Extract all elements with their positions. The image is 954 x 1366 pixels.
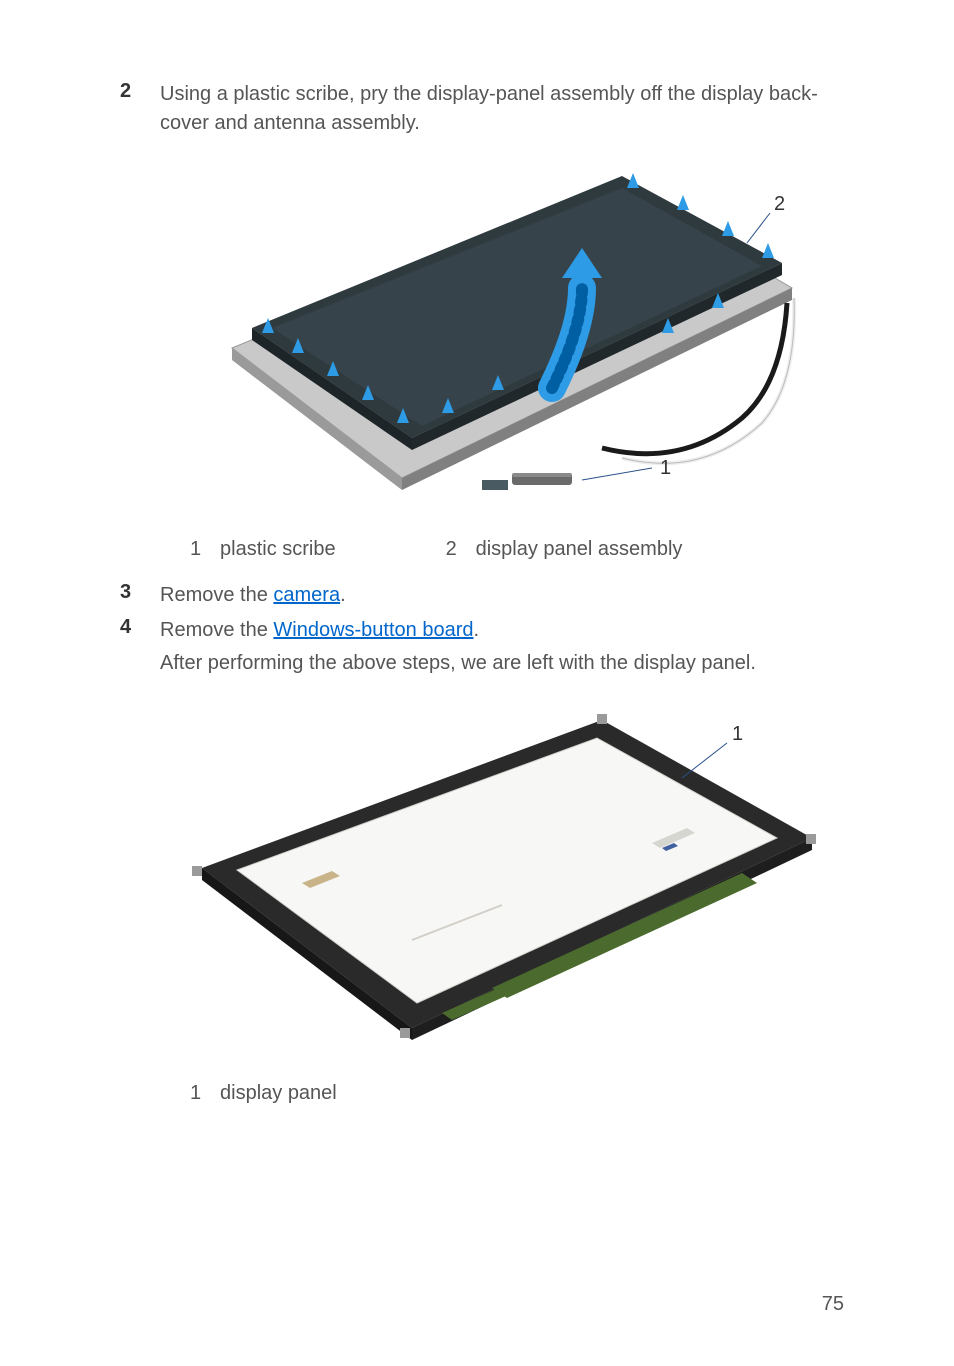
step-number: 3 <box>120 581 160 610</box>
figure-2-svg: 1 <box>182 698 822 1058</box>
figure-1-svg: 1 2 <box>182 158 822 518</box>
step-3-prefix: Remove the <box>160 584 273 606</box>
step-3-suffix: . <box>340 584 346 606</box>
step-number: 2 <box>120 80 160 138</box>
legend2-num-1: 1 <box>190 1082 220 1105</box>
page-number: 75 <box>822 1293 844 1316</box>
legend1-label-2: display panel assembly <box>476 538 683 561</box>
figure-2-legend: 1 display panel <box>190 1082 844 1105</box>
step-text: Using a plastic scribe, pry the display-… <box>160 80 844 138</box>
step-body: Remove the Windows-button board. After p… <box>160 616 844 678</box>
legend1-label-1: plastic scribe <box>220 538 336 561</box>
step-4-after: After performing the above steps, we are… <box>160 649 844 678</box>
step-3: 3 Remove the camera. <box>120 581 844 610</box>
figure-display-panel: 1 <box>160 698 844 1058</box>
figure-display-panel-pry: 1 2 <box>160 158 844 518</box>
figure-1-legend: 1 plastic scribe 2 display panel assembl… <box>190 538 844 561</box>
figure1-callout-1: 1 <box>660 457 671 479</box>
legend2-label-1: display panel <box>220 1082 337 1105</box>
windows-button-board-link[interactable]: Windows-button board <box>273 619 473 641</box>
legend1-num-2: 2 <box>446 538 476 561</box>
step-4-prefix: Remove the <box>160 619 273 641</box>
step-body: Remove the camera. <box>160 581 844 610</box>
step-2: 2 Using a plastic scribe, pry the displa… <box>120 80 844 138</box>
legend1-num-1: 1 <box>190 538 220 561</box>
step-4: 4 Remove the Windows-button board. After… <box>120 616 844 678</box>
figure2-callout-1: 1 <box>732 723 743 745</box>
step-number: 4 <box>120 616 160 678</box>
camera-link[interactable]: camera <box>273 584 340 606</box>
figure1-callout-2: 2 <box>774 193 785 215</box>
step-4-suffix: . <box>474 619 480 641</box>
